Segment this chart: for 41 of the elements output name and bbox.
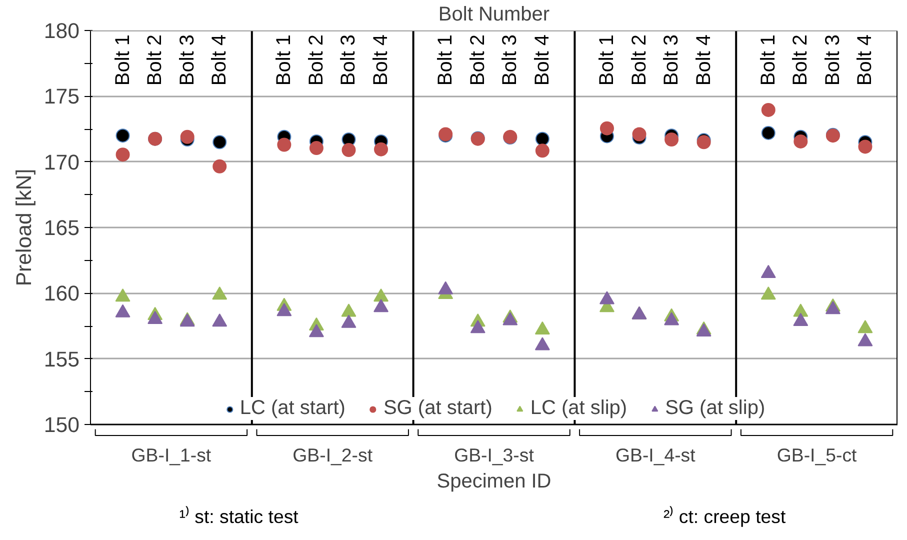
text: GB-I_4-st xyxy=(615,444,696,466)
text: ²⁾ ct: creep test xyxy=(663,506,786,527)
y-tick-label: 150 xyxy=(44,413,80,437)
x-tick-label: Bolt 4 xyxy=(854,34,876,86)
x-axis-title: Specimen ID xyxy=(436,470,552,492)
x-tick-label: Bolt 2 xyxy=(305,34,328,86)
legend-label: LC (at slip) xyxy=(530,397,628,420)
x-tick-label: Bolt 2 xyxy=(790,34,812,86)
x-tick-label: Bolt 1 xyxy=(434,34,457,86)
x-tick-label: Bolt 4 xyxy=(531,34,554,86)
x-tick-label: Bolt 1 xyxy=(273,34,296,86)
text: GB-I_2-st xyxy=(292,444,374,466)
x-tick-label: Bolt 4 xyxy=(208,34,231,86)
x-tick-label: Bolt 3 xyxy=(176,34,198,86)
text: ¹⁾ st: static test xyxy=(179,506,300,527)
x-tick-label: Bolt 1 xyxy=(596,34,618,86)
x-tick-label: Bolt 3 xyxy=(660,34,683,86)
legend-label: SG (at slip) xyxy=(665,397,766,420)
y-axis-title: Preload [kN] xyxy=(12,168,36,286)
y-tick-label: 180 xyxy=(44,19,80,43)
x-tick-label: Bolt 1 xyxy=(112,34,134,86)
x-tick-label: Bolt 3 xyxy=(822,34,844,86)
legend-label: SG (at start) xyxy=(383,397,492,420)
x-tick-label: Bolt 1 xyxy=(757,34,780,86)
x-tick-label: Bolt 4 xyxy=(692,34,715,86)
y-tick-label: 170 xyxy=(44,150,80,174)
text: GB-I_1-st xyxy=(131,444,212,466)
y-tick-label: 175 xyxy=(44,84,80,109)
legend-label: LC (at start) xyxy=(240,397,346,420)
x-tick-label: Bolt 3 xyxy=(338,34,360,86)
text: GB-I_5-ct xyxy=(776,444,858,466)
x-tick-label: Bolt 2 xyxy=(466,34,489,86)
text: GB-I_3-st xyxy=(454,444,535,466)
x-tick-label: Bolt 2 xyxy=(628,34,650,86)
y-tick-label: 155 xyxy=(44,347,80,372)
x-tick-label: Bolt 2 xyxy=(144,34,166,86)
x-tick-label: Bolt 3 xyxy=(499,34,522,86)
y-tick-label: 165 xyxy=(44,216,80,240)
x2-axis-title: Bolt Number xyxy=(438,4,550,26)
y-tick-label: 160 xyxy=(44,282,80,306)
x-tick-label: Bolt 4 xyxy=(370,34,392,86)
